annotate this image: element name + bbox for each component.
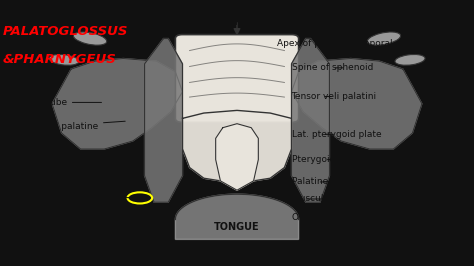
Text: Pterygoid hamulus: Pterygoid hamulus bbox=[292, 155, 376, 164]
Text: Apex of petrous temporal: Apex of petrous temporal bbox=[277, 39, 393, 48]
Text: Oropharyngeal isthmus: Oropharyngeal isthmus bbox=[292, 213, 398, 222]
Text: PALATOGLOSSUS: PALATOGLOSSUS bbox=[2, 25, 128, 38]
Ellipse shape bbox=[395, 55, 425, 65]
Polygon shape bbox=[182, 110, 292, 184]
Bar bbox=[0, 0, 474, 19]
Text: &PHARNYGEUS: &PHARNYGEUS bbox=[2, 53, 116, 66]
Text: Palato-glossus: Palato-glossus bbox=[9, 196, 132, 205]
Polygon shape bbox=[292, 39, 329, 202]
Bar bbox=[0, 255, 474, 266]
Text: Musculus uvulae: Musculus uvulae bbox=[292, 194, 367, 203]
Text: Spine of sphenoid: Spine of sphenoid bbox=[292, 63, 373, 72]
Ellipse shape bbox=[73, 32, 107, 45]
Text: Posterior nasal apertures: Posterior nasal apertures bbox=[137, 18, 251, 27]
Ellipse shape bbox=[49, 55, 79, 65]
Polygon shape bbox=[216, 124, 258, 190]
Text: Tonsillar sinus: Tonsillar sinus bbox=[9, 213, 151, 222]
Polygon shape bbox=[175, 194, 299, 239]
Text: Plato-pharyngeus: Plato-pharyngeus bbox=[9, 178, 144, 187]
Polygon shape bbox=[292, 59, 422, 149]
FancyBboxPatch shape bbox=[175, 35, 299, 122]
Text: Palatine aponeurosis: Palatine aponeurosis bbox=[292, 177, 385, 186]
Text: Tensor veli palatini: Tensor veli palatini bbox=[292, 92, 377, 101]
Ellipse shape bbox=[367, 32, 401, 45]
Text: Lat. pterygoid plate: Lat. pterygoid plate bbox=[292, 130, 381, 139]
Polygon shape bbox=[52, 59, 182, 149]
Text: Auditory tube: Auditory tube bbox=[5, 98, 101, 107]
Text: Levator veli palatine: Levator veli palatine bbox=[5, 121, 125, 131]
Polygon shape bbox=[145, 39, 182, 202]
Text: TONGUE: TONGUE bbox=[214, 222, 260, 232]
